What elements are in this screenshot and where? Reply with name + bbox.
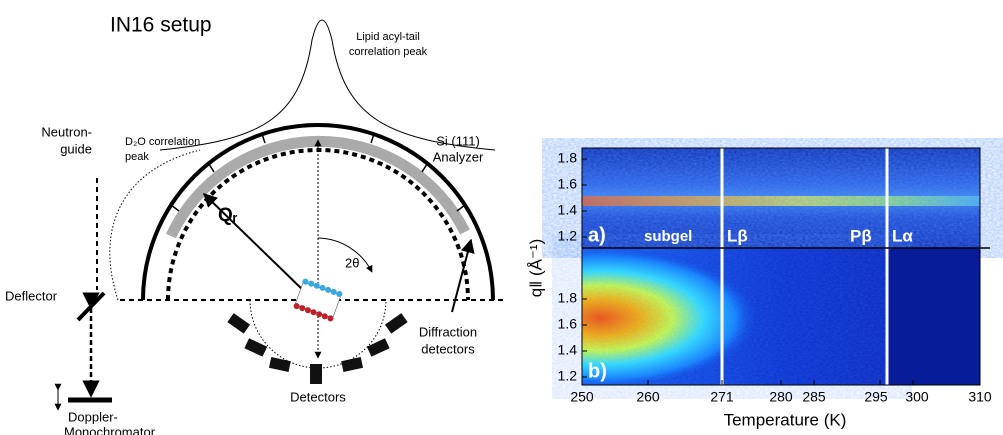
label: detectors	[421, 341, 475, 356]
label: Neutron-	[41, 124, 92, 139]
panel-label: a)	[588, 224, 606, 246]
y-tick-label: 1.8	[558, 150, 578, 166]
outer-arc	[141, 123, 495, 301]
phase-label: Lα	[892, 226, 913, 245]
label: correlation peak	[349, 46, 428, 58]
phase-label: Lβ	[727, 226, 748, 245]
panel-label: b)	[588, 360, 607, 382]
heatmap-labels: a) b) subgel Lβ Pβ Lα Temperature (K) q‖…	[526, 224, 913, 429]
noise	[582, 148, 980, 248]
x-tick-label: 260	[636, 389, 660, 405]
x-tick-label: 310	[968, 389, 992, 405]
dark-region	[888, 248, 980, 385]
analyzer-ticks	[170, 133, 466, 212]
diagram-title: IN16 setup	[110, 14, 212, 37]
y-tick-label: 1.4	[558, 342, 578, 358]
detector-arc	[249, 299, 387, 369]
membrane	[293, 278, 343, 322]
peak-curve	[159, 19, 496, 151]
angle-arc	[317, 237, 373, 273]
y-tick-label: 1.8	[558, 290, 578, 306]
phase-label: subgel	[644, 228, 692, 245]
detector-blocks	[227, 313, 408, 384]
setup-diagram	[54, 19, 505, 411]
d2o-curve	[109, 149, 201, 301]
label: Detectors	[290, 389, 346, 404]
q-arrow	[202, 193, 306, 293]
label: peak	[125, 151, 149, 163]
x-tick-label: 280	[769, 389, 793, 405]
label: 2θ	[345, 255, 359, 270]
label: Doppler-	[68, 409, 118, 424]
x-axis-label: Temperature (K)	[724, 410, 847, 429]
label: Analyzer	[433, 149, 484, 164]
x-tick-label: 271	[710, 389, 734, 405]
noise	[582, 248, 882, 385]
label: Monochromator	[64, 424, 156, 435]
label: Si (111)	[436, 133, 480, 148]
label: D₂O correlation	[125, 136, 200, 148]
label: Qᵣ	[218, 205, 238, 226]
label: guide	[60, 141, 92, 156]
y-tick-label: 1.2	[558, 368, 578, 384]
diffraction-arrow	[451, 238, 475, 313]
y-tick-label: 1.6	[558, 316, 578, 332]
y-tick-label: 1.6	[558, 176, 578, 192]
label: Diffraction	[419, 324, 477, 339]
diagram-labels: IN16 setup Lipid acyl-tail correlation p…	[5, 14, 484, 435]
heatmap	[581, 147, 990, 386]
x-tick-label: 295	[864, 389, 888, 405]
phase-label: Pβ	[850, 226, 872, 245]
x-tick-label: 250	[570, 389, 594, 405]
x-tick-label: 300	[905, 389, 929, 405]
deflector-mark	[76, 291, 106, 322]
y-tick-label: 1.4	[558, 202, 578, 218]
label: Lipid acyl-tail	[356, 31, 420, 43]
label: Deflector	[5, 288, 58, 303]
y-tick-label: 1.2	[558, 228, 578, 244]
x-tick-label: 285	[802, 389, 826, 405]
y-axis-label: q‖ (Å⁻¹)	[526, 239, 545, 298]
